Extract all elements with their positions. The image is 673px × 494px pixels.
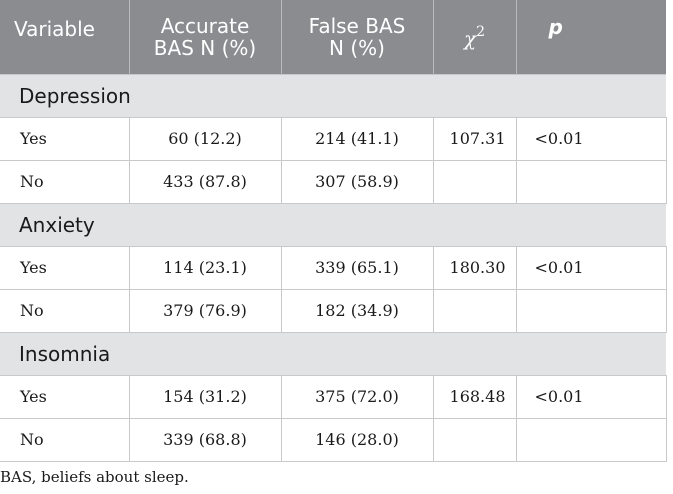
false-bas-cell: 214 (41.1): [281, 116, 434, 161]
chi-square-cell: 180.30: [433, 245, 517, 290]
accurate-bas-cell: 433 (87.8): [129, 159, 282, 204]
header-variable: Variable: [0, 0, 130, 74]
row-label: No: [0, 159, 130, 204]
row-label: Yes: [0, 116, 130, 161]
chi-square-cell: [433, 288, 517, 333]
p-value-cell: <0.01: [516, 374, 667, 419]
table-row: No 339 (68.8) 146 (28.0): [0, 417, 667, 462]
header-chi-symbol: χ: [463, 27, 477, 52]
header-false-bas: False BAS N (%): [281, 0, 434, 74]
section-title: Insomnia: [0, 331, 666, 376]
section-title: Anxiety: [0, 202, 666, 247]
header-accurate-line1: Accurate: [160, 13, 250, 38]
chi-square-cell: 107.31: [433, 116, 517, 161]
table-row: No 433 (87.8) 307 (58.9): [0, 159, 667, 204]
chi-square-cell: [433, 159, 517, 204]
accurate-bas-cell: 379 (76.9): [129, 288, 282, 333]
section-row: Anxiety: [0, 202, 666, 247]
false-bas-cell: 146 (28.0): [281, 417, 434, 462]
table-row: Yes 114 (23.1) 339 (65.1) 180.30 <0.01: [0, 245, 667, 290]
p-value-cell: <0.01: [516, 116, 667, 161]
false-bas-cell: 375 (72.0): [281, 374, 434, 419]
header-accurate-line2: BAS N (%): [153, 35, 257, 60]
p-value-cell: [516, 417, 667, 462]
row-label: Yes: [0, 374, 130, 419]
false-bas-cell: 307 (58.9): [281, 159, 434, 204]
table-footnote: BAS, beliefs about sleep.: [0, 468, 189, 486]
false-bas-cell: 182 (34.9): [281, 288, 434, 333]
header-chi-exponent: 2: [476, 24, 486, 41]
row-label: Yes: [0, 245, 130, 290]
table-row: Yes 154 (31.2) 375 (72.0) 168.48 <0.01: [0, 374, 667, 419]
header-row: Variable Accurate BAS N (%) False BAS N …: [0, 0, 666, 74]
results-table: Variable Accurate BAS N (%) False BAS N …: [0, 0, 667, 462]
header-p-value: p: [516, 0, 666, 74]
p-value-cell: [516, 159, 667, 204]
table-row: No 379 (76.9) 182 (34.9): [0, 288, 667, 333]
header-accurate-bas: Accurate BAS N (%): [129, 0, 282, 74]
section-title: Depression: [0, 73, 666, 118]
section-row: Depression: [0, 73, 666, 118]
header-false-line1: False BAS: [308, 13, 406, 38]
table-row: Yes 60 (12.2) 214 (41.1) 107.31 <0.01: [0, 116, 667, 161]
accurate-bas-cell: 60 (12.2): [129, 116, 282, 161]
header-false-line2: N (%): [329, 35, 385, 60]
row-label: No: [0, 417, 130, 462]
accurate-bas-cell: 154 (31.2): [129, 374, 282, 419]
chi-square-cell: [433, 417, 517, 462]
accurate-bas-cell: 114 (23.1): [129, 245, 282, 290]
table-body: Depression Yes 60 (12.2) 214 (41.1) 107.31 <0…: [0, 73, 667, 462]
chi-square-cell: 168.48: [433, 374, 517, 419]
p-value-cell: <0.01: [516, 245, 667, 290]
header-chi-square: χ2: [433, 0, 517, 74]
row-label: No: [0, 288, 130, 333]
p-value-cell: [516, 288, 667, 333]
false-bas-cell: 339 (65.1): [281, 245, 434, 290]
section-row: Insomnia: [0, 331, 666, 376]
accurate-bas-cell: 339 (68.8): [129, 417, 282, 462]
table-header: Variable Accurate BAS N (%) False BAS N …: [0, 0, 666, 74]
